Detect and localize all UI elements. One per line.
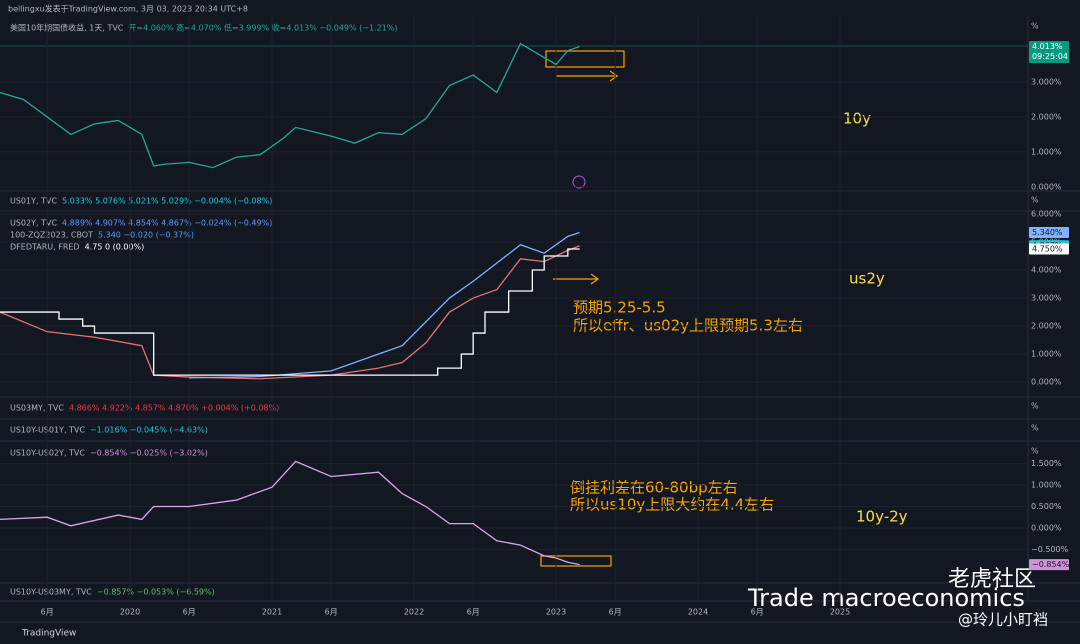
legend-values: 4.866% 4.922% 4.857% 4.870% +0.004% (+0.… [69, 404, 279, 413]
legend-values: 4.75 0 (0.00%) [85, 243, 145, 252]
y-tick-label: 1.000% [1031, 350, 1062, 359]
price-tag-time: 09:25:04 [1032, 52, 1068, 61]
annotation: 所以us10y上限大约在4.4左右 [570, 496, 774, 514]
price-tag-label: 5.340% [1032, 228, 1063, 237]
legend-values: 4.889% 4.907% 4.854% 4.867% −0.024% (−0.… [62, 219, 272, 228]
legend-values: −0.857% −0.053% (−6.59%) [97, 588, 215, 597]
price-tag-label: 4.013% [1032, 42, 1063, 51]
price-tag [1029, 226, 1069, 238]
y-tick-label: 0.000% [1031, 182, 1062, 191]
legend-name: US03MY, TVC [10, 404, 64, 413]
legend-name: US10Y-US01Y, TVC [10, 426, 85, 435]
drawings [540, 50, 625, 567]
series-line [0, 460, 580, 566]
annotation: 所以effr、us02y上限预期5.3左右 [573, 317, 803, 335]
watermark-author: @玲儿小盯裆 [958, 611, 1048, 629]
legend-name: US01Y, TVC [10, 197, 57, 206]
legend-name: DFEDTARU, FRED [10, 243, 80, 252]
price-tag [1029, 243, 1069, 255]
y-tick-label: 2.000% [1031, 322, 1062, 331]
price-tag [1029, 559, 1069, 571]
legend-values: −0.854% −0.025% (−3.02%) [90, 449, 208, 458]
series-line [189, 231, 580, 379]
separators [0, 16, 1080, 623]
price-tag [1029, 41, 1069, 64]
x-tick-label: 6月 [751, 608, 764, 617]
legend-name: 100-ZQZ2023, CBOT [10, 231, 93, 240]
x-tick-label: 2021 [262, 608, 282, 617]
y-tick-label: 1.500% [1031, 459, 1062, 468]
legend-values: 开=4.060% 高=4.070% 低=3.999% 收=4.013% −0.0… [128, 23, 397, 33]
x-tick-label: 2024 [688, 608, 708, 617]
legend-values: −1.016% −0.045% (−4.63%) [90, 426, 208, 435]
x-tick-label: 6月 [609, 608, 622, 617]
legend-values: 5.340 −0.020 (−0.37%) [98, 231, 194, 240]
y-tick-label: 0.500% [1031, 502, 1062, 511]
y-tick-label: 6.000% [1031, 209, 1062, 218]
y-tick-label: 3.000% [1031, 77, 1062, 86]
footer-logo: TradingView [21, 629, 76, 639]
axis-unit: % [1031, 22, 1039, 31]
y-tick-label: 2.000% [1031, 112, 1062, 121]
x-tick-label: 6月 [183, 608, 196, 617]
x-tick-label: 2022 [404, 608, 424, 617]
y-tick-label: 0.000% [1031, 378, 1062, 387]
annotation: 10y-2y [856, 508, 908, 526]
price-tag-label: −0.854% [1032, 560, 1070, 569]
y-tick-label: 4.000% [1031, 266, 1062, 275]
x-tick-label: 2025 [830, 608, 850, 617]
x-tick-label: 6月 [467, 608, 480, 617]
y-tick-label: 1.000% [1031, 147, 1062, 156]
y-tick-label: 3.000% [1031, 294, 1062, 303]
legend-name: US10Y-US02Y, TVC [10, 449, 85, 458]
series-line [0, 42, 580, 169]
legend-name: 美国10年期国债收益, 1天, TVC [10, 23, 124, 33]
axis-unit: % [1031, 424, 1039, 433]
x-tick-label: 6月 [41, 608, 54, 617]
watermark-site: 老虎社区 [948, 567, 1036, 592]
series-line [0, 248, 580, 376]
y-tick-label: 1.000% [1031, 481, 1062, 490]
header: bellingxu发表于TradingView.com, 3月 03, 2023… [8, 4, 248, 14]
legend-name: US10Y-US03MY, TVC [10, 588, 92, 597]
watermark-title: Trade macroeconomics [747, 584, 1025, 612]
y-tick-label: −0.500% [1031, 545, 1069, 554]
x-tick-label: 2020 [120, 608, 140, 617]
axis-unit: % [1031, 447, 1039, 456]
series-line [0, 245, 580, 380]
annotation: 倒挂利差在60-80bp左右 [570, 479, 738, 497]
axis-unit: % [1031, 196, 1039, 205]
x-tick-label: 2023 [546, 608, 566, 617]
annotation: 10y [843, 110, 871, 128]
price-tag-label: 4.750% [1032, 244, 1063, 253]
annotation: 预期5.25-5.5 [573, 299, 666, 317]
y-tick-label: 0.000% [1031, 523, 1062, 532]
legend-name: US02Y, TVC [10, 219, 57, 228]
lightning-icon [572, 175, 586, 189]
x-tick-label: 6月 [325, 608, 338, 617]
annotation: us2y [849, 270, 885, 288]
legend-values: 5.033% 5.076% 5.021% 5.029% −0.004% (−0.… [62, 197, 272, 206]
axis-unit: % [1031, 402, 1039, 411]
